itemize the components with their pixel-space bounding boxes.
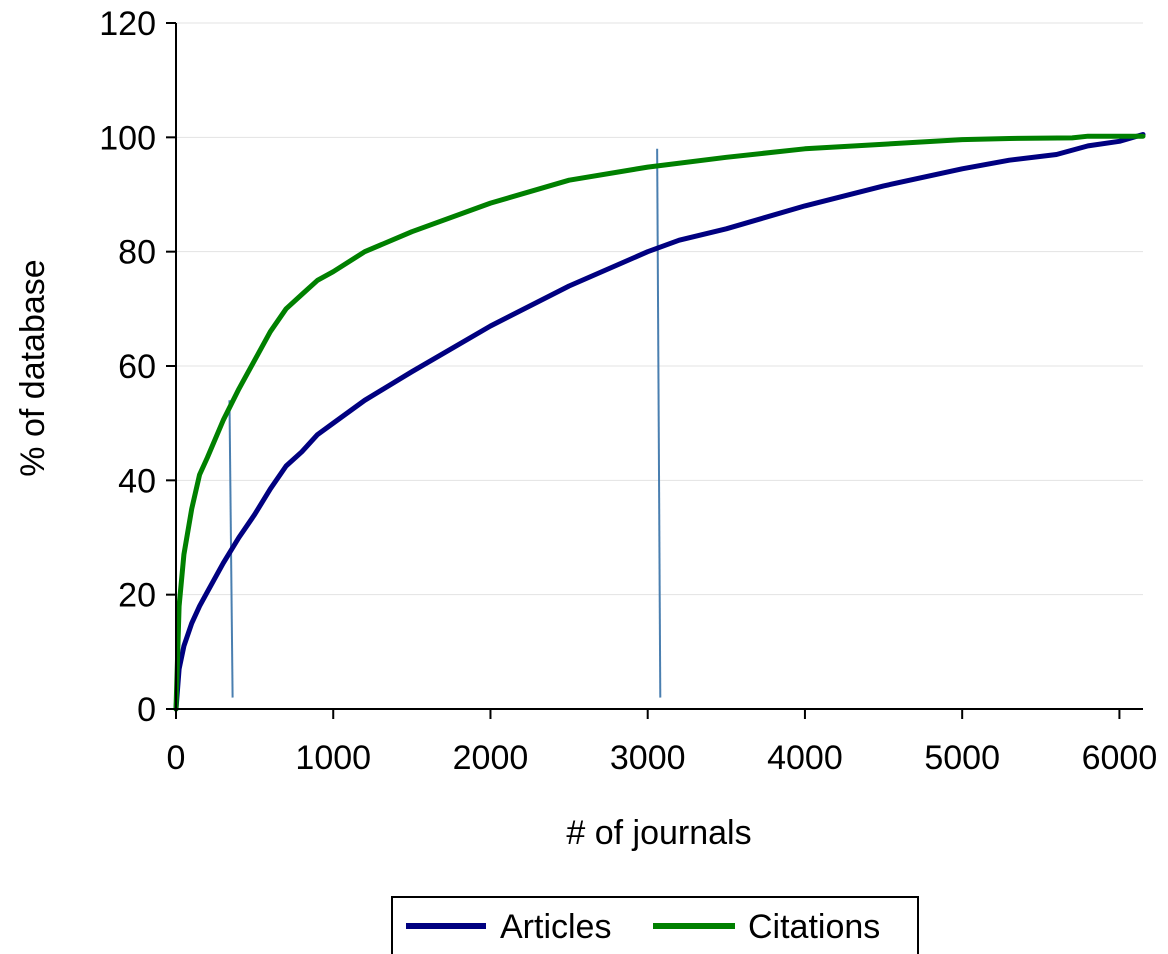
x-tick-label-2: 2000 <box>453 739 529 777</box>
series-line-citations <box>173 133 1146 712</box>
y-tick-label-1: 20 <box>118 577 156 615</box>
legend-label-articles: Articles <box>500 908 611 946</box>
y-tick-label-0: 0 <box>137 691 156 729</box>
y-axis-title: % of database <box>14 259 52 476</box>
legend: Articles Citations <box>391 896 919 954</box>
legend-label-citations: Citations <box>748 908 880 946</box>
y-tick-label-4: 80 <box>118 234 156 272</box>
y-tick-label-6: 120 <box>99 5 156 43</box>
x-tick-label-3: 3000 <box>610 739 686 777</box>
reference-lines <box>228 148 662 698</box>
tick-labels: 0 20 40 60 80 100 120 0 1000 2000 3000 4000 5000 6000 <box>99 5 1157 777</box>
x-tick-label-4: 4000 <box>767 739 843 777</box>
y-tick-label-3: 60 <box>118 348 156 386</box>
axes <box>166 22 1143 719</box>
y-tick-label-5: 100 <box>99 119 156 157</box>
x-tick-label-1: 1000 <box>295 739 371 777</box>
reference-line-1 <box>656 148 662 698</box>
x-tick-label-6: 6000 <box>1082 739 1158 777</box>
x-tick-label-0: 0 <box>167 739 186 777</box>
series-line-articles <box>173 132 1146 712</box>
x-tick-label-5: 5000 <box>924 739 1000 777</box>
x-axis-title: # of journals <box>566 814 751 852</box>
gridlines <box>176 22 1143 596</box>
series-lines <box>173 132 1146 712</box>
y-tick-label-2: 40 <box>118 462 156 500</box>
